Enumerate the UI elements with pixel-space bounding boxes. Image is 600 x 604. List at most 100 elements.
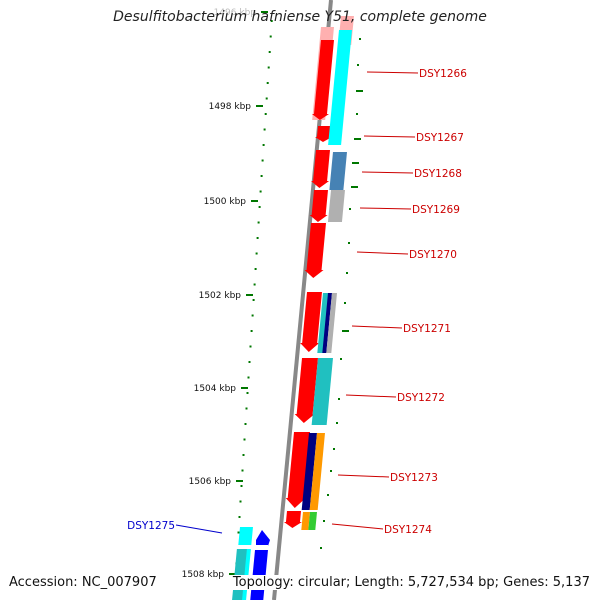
gene-label-dsy1274[interactable]: DSY1274 — [384, 524, 432, 536]
scale-dot — [246, 392, 249, 394]
gene-label-dsy1267[interactable]: DSY1267 — [416, 132, 464, 144]
gene-feature-teal[interactable] — [311, 358, 333, 425]
scale-dot — [267, 66, 270, 69]
gene-feature-red[interactable] — [283, 511, 302, 528]
gene-feature-red[interactable] — [309, 190, 328, 222]
gene-feature-teal[interactable] — [317, 293, 329, 353]
gene-feature-red[interactable] — [300, 292, 322, 352]
scale-dot — [262, 144, 265, 146]
minor-tick — [330, 470, 332, 472]
scale-dot — [238, 516, 241, 518]
minor-tick — [333, 448, 335, 450]
scale-dot — [243, 438, 246, 441]
scale-dot — [259, 190, 262, 193]
scale-dot — [237, 531, 240, 534]
gene-label-dsy1266[interactable]: DSY1266 — [419, 68, 467, 80]
gene-feature-orange[interactable] — [301, 512, 310, 530]
gene-feature-steelblue[interactable] — [329, 152, 347, 190]
gene-feature-red[interactable] — [311, 40, 334, 120]
gene-feature-navy[interactable] — [301, 433, 317, 510]
scale-tick-label: 1502 kbp — [199, 291, 242, 301]
map-title: Desulfitobacterium hafniense Y51, comple… — [113, 9, 487, 25]
gene-feature-red[interactable] — [311, 150, 330, 188]
gene-labels: DSY1266 DSY1267 DSY1268 DSY1269 DSY1270 DSY12… — [127, 68, 467, 536]
gene-feature-orange[interactable] — [309, 433, 325, 510]
scale-dot — [266, 82, 269, 84]
gene-gap — [228, 545, 268, 549]
gene-feature-navy[interactable] — [322, 293, 332, 353]
gene-label-dsy1268[interactable]: DSY1268 — [414, 168, 462, 180]
label-leader-line — [351, 325, 403, 329]
gene-label-dsy1273[interactable]: DSY1273 — [390, 472, 438, 484]
minor-tick — [354, 138, 361, 140]
gene-label-dsy1269[interactable]: DSY1269 — [412, 204, 460, 216]
gene-label-dsy1270[interactable]: DSY1270 — [409, 249, 457, 261]
scale-dot — [256, 237, 259, 239]
scale-tick-label: 1498 kbp — [209, 102, 252, 112]
scale-tick-label: 1496 kbp — [214, 8, 257, 18]
minor-tick — [349, 208, 351, 210]
minor-tick — [323, 520, 325, 522]
scale-dot — [260, 175, 263, 177]
scale-dot — [258, 206, 261, 208]
gene-label-dsy1271[interactable]: DSY1271 — [403, 323, 451, 335]
gene-feature-gray[interactable] — [327, 190, 345, 222]
scale-dot — [249, 345, 252, 348]
label-leader-line — [359, 207, 412, 210]
minor-tick — [357, 64, 359, 66]
scale-dot — [261, 159, 264, 162]
scale-dot — [247, 376, 250, 379]
gene-feature-red[interactable] — [314, 126, 332, 142]
scale-dot — [255, 252, 258, 255]
label-leader-line — [361, 171, 414, 174]
minor-tick — [336, 422, 338, 424]
gene-feature-green[interactable] — [308, 512, 317, 530]
gene-feature-red[interactable] — [304, 223, 326, 278]
gene-label-dsy1275[interactable]: DSY1275 — [127, 520, 175, 532]
scale-dot — [245, 407, 248, 410]
gene-label-dsy1272[interactable]: DSY1272 — [397, 392, 445, 404]
minor-tick — [346, 272, 348, 274]
scale-dot — [240, 485, 243, 487]
gene-feature-red[interactable] — [294, 358, 318, 423]
scale-dot — [241, 469, 244, 472]
gene-feature-gray[interactable] — [326, 293, 337, 353]
label-leader-line — [345, 394, 397, 398]
scale-dot — [268, 51, 271, 53]
minor-tick — [342, 330, 349, 332]
genome-summary: Topology: circular; Length: 5,727,534 bp… — [232, 575, 590, 590]
scale-dot — [263, 128, 266, 131]
scale-dot — [265, 97, 268, 100]
scale-dot — [242, 454, 245, 456]
label-leader-line — [356, 251, 409, 255]
label-leader-line — [366, 71, 419, 74]
scale-dot — [252, 299, 255, 301]
label-leader-line — [331, 523, 384, 530]
scale-dot — [251, 314, 254, 317]
scale-dot — [250, 330, 253, 332]
gene-feature-cyan[interactable] — [328, 30, 352, 145]
label-leader-line — [337, 474, 390, 478]
label-leader-line — [175, 524, 223, 534]
scale-dot — [244, 423, 247, 425]
scale-dot — [248, 361, 251, 363]
minor-tick — [348, 242, 350, 244]
minor-tick — [351, 186, 358, 188]
minor-tick — [340, 358, 342, 360]
minor-tick — [338, 398, 340, 400]
scale-tick-label: 1506 kbp — [189, 477, 232, 487]
minor-tick — [344, 302, 346, 304]
gene-features — [228, 16, 354, 600]
scale-dot — [270, 20, 273, 22]
minor-tick — [320, 547, 322, 549]
gene-feature-blue[interactable] — [256, 530, 270, 546]
label-leader-line — [363, 135, 416, 138]
scale-dot — [239, 500, 242, 503]
scale-tick-label: 1504 kbp — [194, 384, 237, 394]
minor-tick — [327, 494, 329, 496]
accession-label: Accession: NC_007907 — [9, 575, 157, 590]
scale-dot — [269, 35, 272, 38]
minor-tick — [352, 162, 359, 164]
